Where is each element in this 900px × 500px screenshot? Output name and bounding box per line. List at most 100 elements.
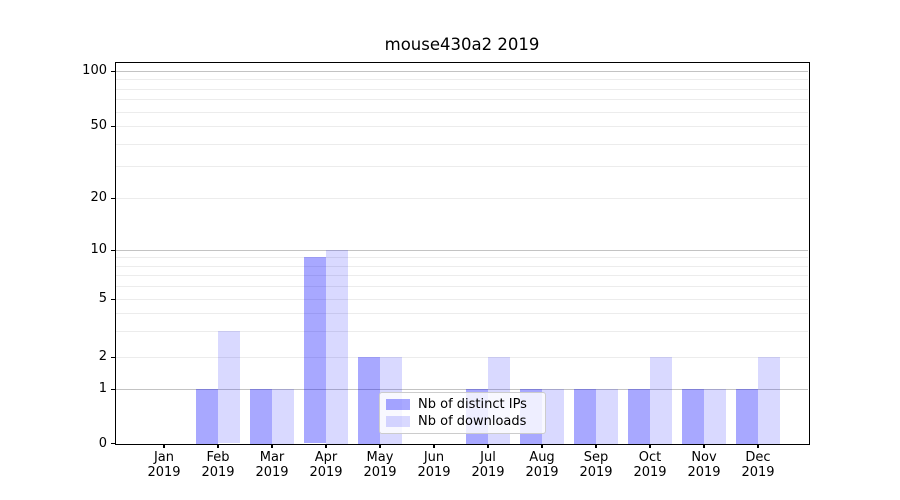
x-tick-mark — [541, 444, 543, 448]
legend-label-distinct-ips: Nb of distinct IPs — [418, 397, 527, 412]
bar-dec-distinct-ips — [736, 389, 758, 444]
gridline-major — [116, 71, 808, 72]
gridline-minor — [116, 111, 808, 113]
year-label: 2019 — [525, 465, 559, 480]
gridline-minor — [116, 257, 808, 259]
gridline-minor — [116, 275, 808, 277]
legend-row-downloads: Nb of downloads — [386, 415, 538, 428]
bar-mar-distinct-ips — [250, 389, 272, 444]
y-tick-label-10: 10 — [90, 242, 107, 257]
gridline-minor — [116, 99, 808, 101]
x-tick-mark — [379, 444, 381, 448]
gridline-minor — [116, 143, 808, 145]
x-tick-label-feb: Feb 2019 — [190, 450, 246, 480]
bar-feb-downloads — [218, 331, 240, 444]
gridline-major — [116, 250, 808, 251]
x-tick-label-apr: Apr 2019 — [298, 450, 354, 480]
x-tick-mark — [217, 444, 219, 448]
legend-row-distinct-ips: Nb of distinct IPs — [386, 398, 538, 411]
month-label: Sep — [583, 450, 609, 465]
y-tick-mark — [111, 443, 115, 445]
bar-nov-downloads — [704, 389, 726, 444]
year-label: 2019 — [687, 465, 721, 480]
x-tick-mark — [163, 444, 165, 448]
gridline-minor — [116, 126, 808, 127]
bar-sep-downloads — [596, 389, 618, 444]
x-tick-label-may: May 2019 — [352, 450, 408, 480]
bar-oct-downloads — [650, 357, 672, 444]
month-label: Jan — [153, 450, 175, 465]
y-tick-mark — [111, 298, 115, 300]
bar-dec-downloads — [758, 357, 780, 444]
y-tick-label-1: 1 — [98, 381, 107, 396]
y-tick-mark — [111, 125, 115, 127]
x-tick-label-dec: Dec 2019 — [730, 450, 786, 480]
y-tick-label-2: 2 — [98, 349, 107, 364]
legend-swatch-distinct-ips — [386, 399, 410, 410]
gridline-minor — [116, 357, 808, 358]
gridline-major — [116, 389, 808, 390]
bar-mar-downloads — [272, 389, 294, 444]
y-tick-mark — [111, 70, 115, 72]
x-tick-mark — [757, 444, 759, 448]
x-tick-mark — [433, 444, 435, 448]
month-label: Nov — [691, 450, 717, 465]
x-tick-label-sep: Sep 2019 — [568, 450, 624, 480]
year-label: 2019 — [579, 465, 613, 480]
year-label: 2019 — [255, 465, 289, 480]
bar-nov-distinct-ips — [682, 389, 704, 444]
y-tick-mark — [111, 249, 115, 251]
x-tick-label-jan: Jan 2019 — [136, 450, 192, 480]
legend: Nb of distinct IPs Nb of downloads — [379, 392, 546, 434]
year-label: 2019 — [201, 465, 235, 480]
month-label: Aug — [529, 450, 555, 465]
bar-sep-distinct-ips — [574, 389, 596, 444]
legend-label-downloads: Nb of downloads — [418, 414, 527, 429]
gridline-minor — [116, 331, 808, 333]
month-label: Feb — [206, 450, 230, 465]
gridline-minor — [116, 313, 808, 315]
month-label: Dec — [745, 450, 771, 465]
bar-apr-downloads — [326, 250, 348, 444]
gridline-minor — [116, 265, 808, 267]
y-tick-mark — [111, 388, 115, 390]
year-label: 2019 — [741, 465, 775, 480]
x-tick-mark — [703, 444, 705, 448]
y-tick-mark — [111, 356, 115, 358]
year-label: 2019 — [633, 465, 667, 480]
x-tick-label-aug: Aug 2019 — [514, 450, 570, 480]
year-label: 2019 — [147, 465, 181, 480]
x-tick-mark — [271, 444, 273, 448]
month-label: Mar — [259, 450, 285, 465]
year-label: 2019 — [471, 465, 505, 480]
x-tick-mark — [649, 444, 651, 448]
x-tick-label-nov: Nov 2019 — [676, 450, 732, 480]
y-tick-mark — [111, 197, 115, 199]
x-tick-mark — [487, 444, 489, 448]
year-label: 2019 — [309, 465, 343, 480]
y-tick-label-20: 20 — [90, 190, 107, 205]
x-tick-label-oct: Oct 2019 — [622, 450, 678, 480]
bar-may-distinct-ips — [358, 357, 380, 444]
gridline-minor — [116, 79, 808, 81]
chart-title: mouse430a2 2019 — [384, 35, 540, 54]
bar-feb-distinct-ips — [196, 389, 218, 444]
x-tick-label-jun: Jun 2019 — [406, 450, 462, 480]
month-label: May — [366, 450, 394, 465]
gridline-minor — [116, 166, 808, 168]
x-tick-mark — [595, 444, 597, 448]
y-tick-label-5: 5 — [98, 291, 107, 306]
x-tick-label-jul: Jul 2019 — [460, 450, 516, 480]
gridline-minor — [116, 299, 808, 300]
bar-aug-downloads — [542, 389, 564, 444]
x-tick-label-mar: Mar 2019 — [244, 450, 300, 480]
bar-apr-distinct-ips — [304, 257, 326, 444]
gridline-minor — [116, 286, 808, 288]
legend-swatch-downloads — [386, 416, 410, 427]
month-label: Apr — [314, 450, 338, 465]
gridline-minor — [116, 198, 808, 199]
month-label: Jul — [480, 450, 496, 465]
gridline-minor — [116, 88, 808, 90]
year-label: 2019 — [417, 465, 451, 480]
